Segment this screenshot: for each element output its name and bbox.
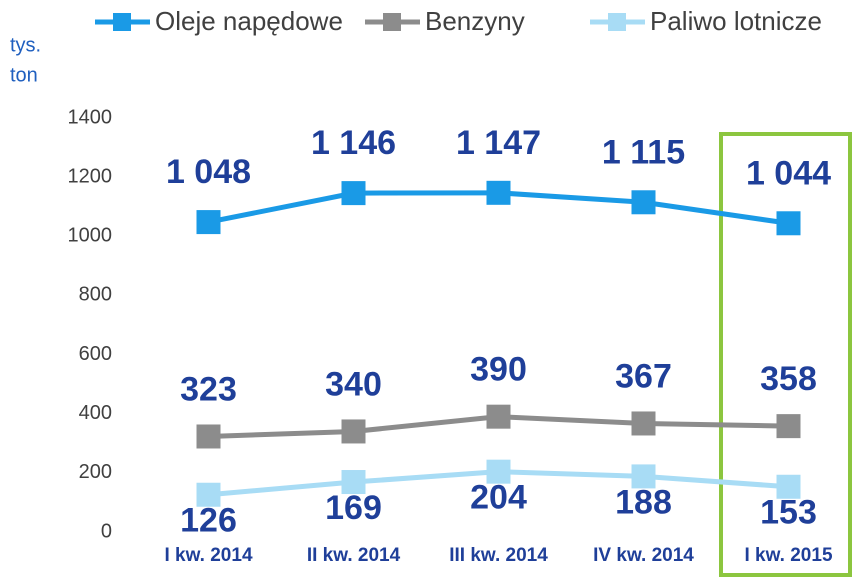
x-tick-label: II kw. 2014: [307, 545, 401, 566]
point-marker: [776, 474, 801, 499]
data-label: 323: [180, 370, 237, 408]
point-marker: [776, 211, 801, 236]
y-tick-label: 600: [79, 343, 112, 365]
y-tick-label: 800: [79, 284, 112, 306]
data-label: 367: [615, 357, 672, 395]
y-tick-label: 200: [79, 461, 112, 483]
legend-label: Oleje napędowe: [155, 6, 343, 36]
point-marker: [196, 424, 221, 449]
data-label: 188: [615, 483, 672, 521]
point-marker: [341, 181, 366, 206]
data-label: 153: [760, 494, 817, 532]
data-label: 1 147: [456, 124, 541, 162]
data-label: 1 048: [166, 153, 251, 191]
data-label: 340: [325, 365, 382, 403]
y-axis-label: ton: [10, 64, 38, 86]
data-label: 204: [470, 479, 527, 517]
legend-marker: [383, 13, 401, 31]
point-marker: [486, 404, 511, 429]
point-marker: [196, 210, 221, 235]
x-tick-label: I kw. 2014: [164, 545, 252, 566]
legend-label: Paliwo lotnicze: [650, 6, 822, 36]
point-marker: [631, 411, 656, 436]
x-tick-label: I kw. 2015: [744, 545, 832, 566]
data-label: 126: [180, 502, 237, 540]
point-marker: [341, 419, 366, 444]
data-label: 169: [325, 489, 382, 527]
legend-marker: [113, 13, 131, 31]
point-marker: [486, 180, 511, 205]
y-tick-label: 1400: [68, 106, 113, 128]
y-tick-label: 1000: [68, 225, 113, 247]
x-tick-label: III kw. 2014: [449, 545, 548, 566]
data-label: 1 115: [602, 133, 685, 171]
point-marker: [631, 190, 656, 215]
data-label: 358: [760, 360, 817, 398]
x-tick-label: IV kw. 2014: [593, 545, 694, 566]
point-marker: [631, 464, 656, 489]
data-label: 1 146: [311, 124, 396, 162]
y-axis-label: tys.: [10, 34, 41, 56]
data-label: 1 044: [746, 154, 831, 192]
y-tick-label: 0: [101, 520, 112, 542]
data-label: 390: [470, 351, 527, 389]
highlight-box: [719, 132, 852, 577]
legend-label: Benzyny: [425, 6, 525, 36]
point-marker: [486, 459, 511, 484]
point-marker: [776, 414, 801, 439]
y-tick-label: 400: [79, 402, 112, 424]
point-marker: [341, 470, 366, 495]
legend-marker: [608, 13, 626, 31]
y-tick-label: 1200: [68, 165, 113, 187]
point-marker: [196, 482, 221, 507]
